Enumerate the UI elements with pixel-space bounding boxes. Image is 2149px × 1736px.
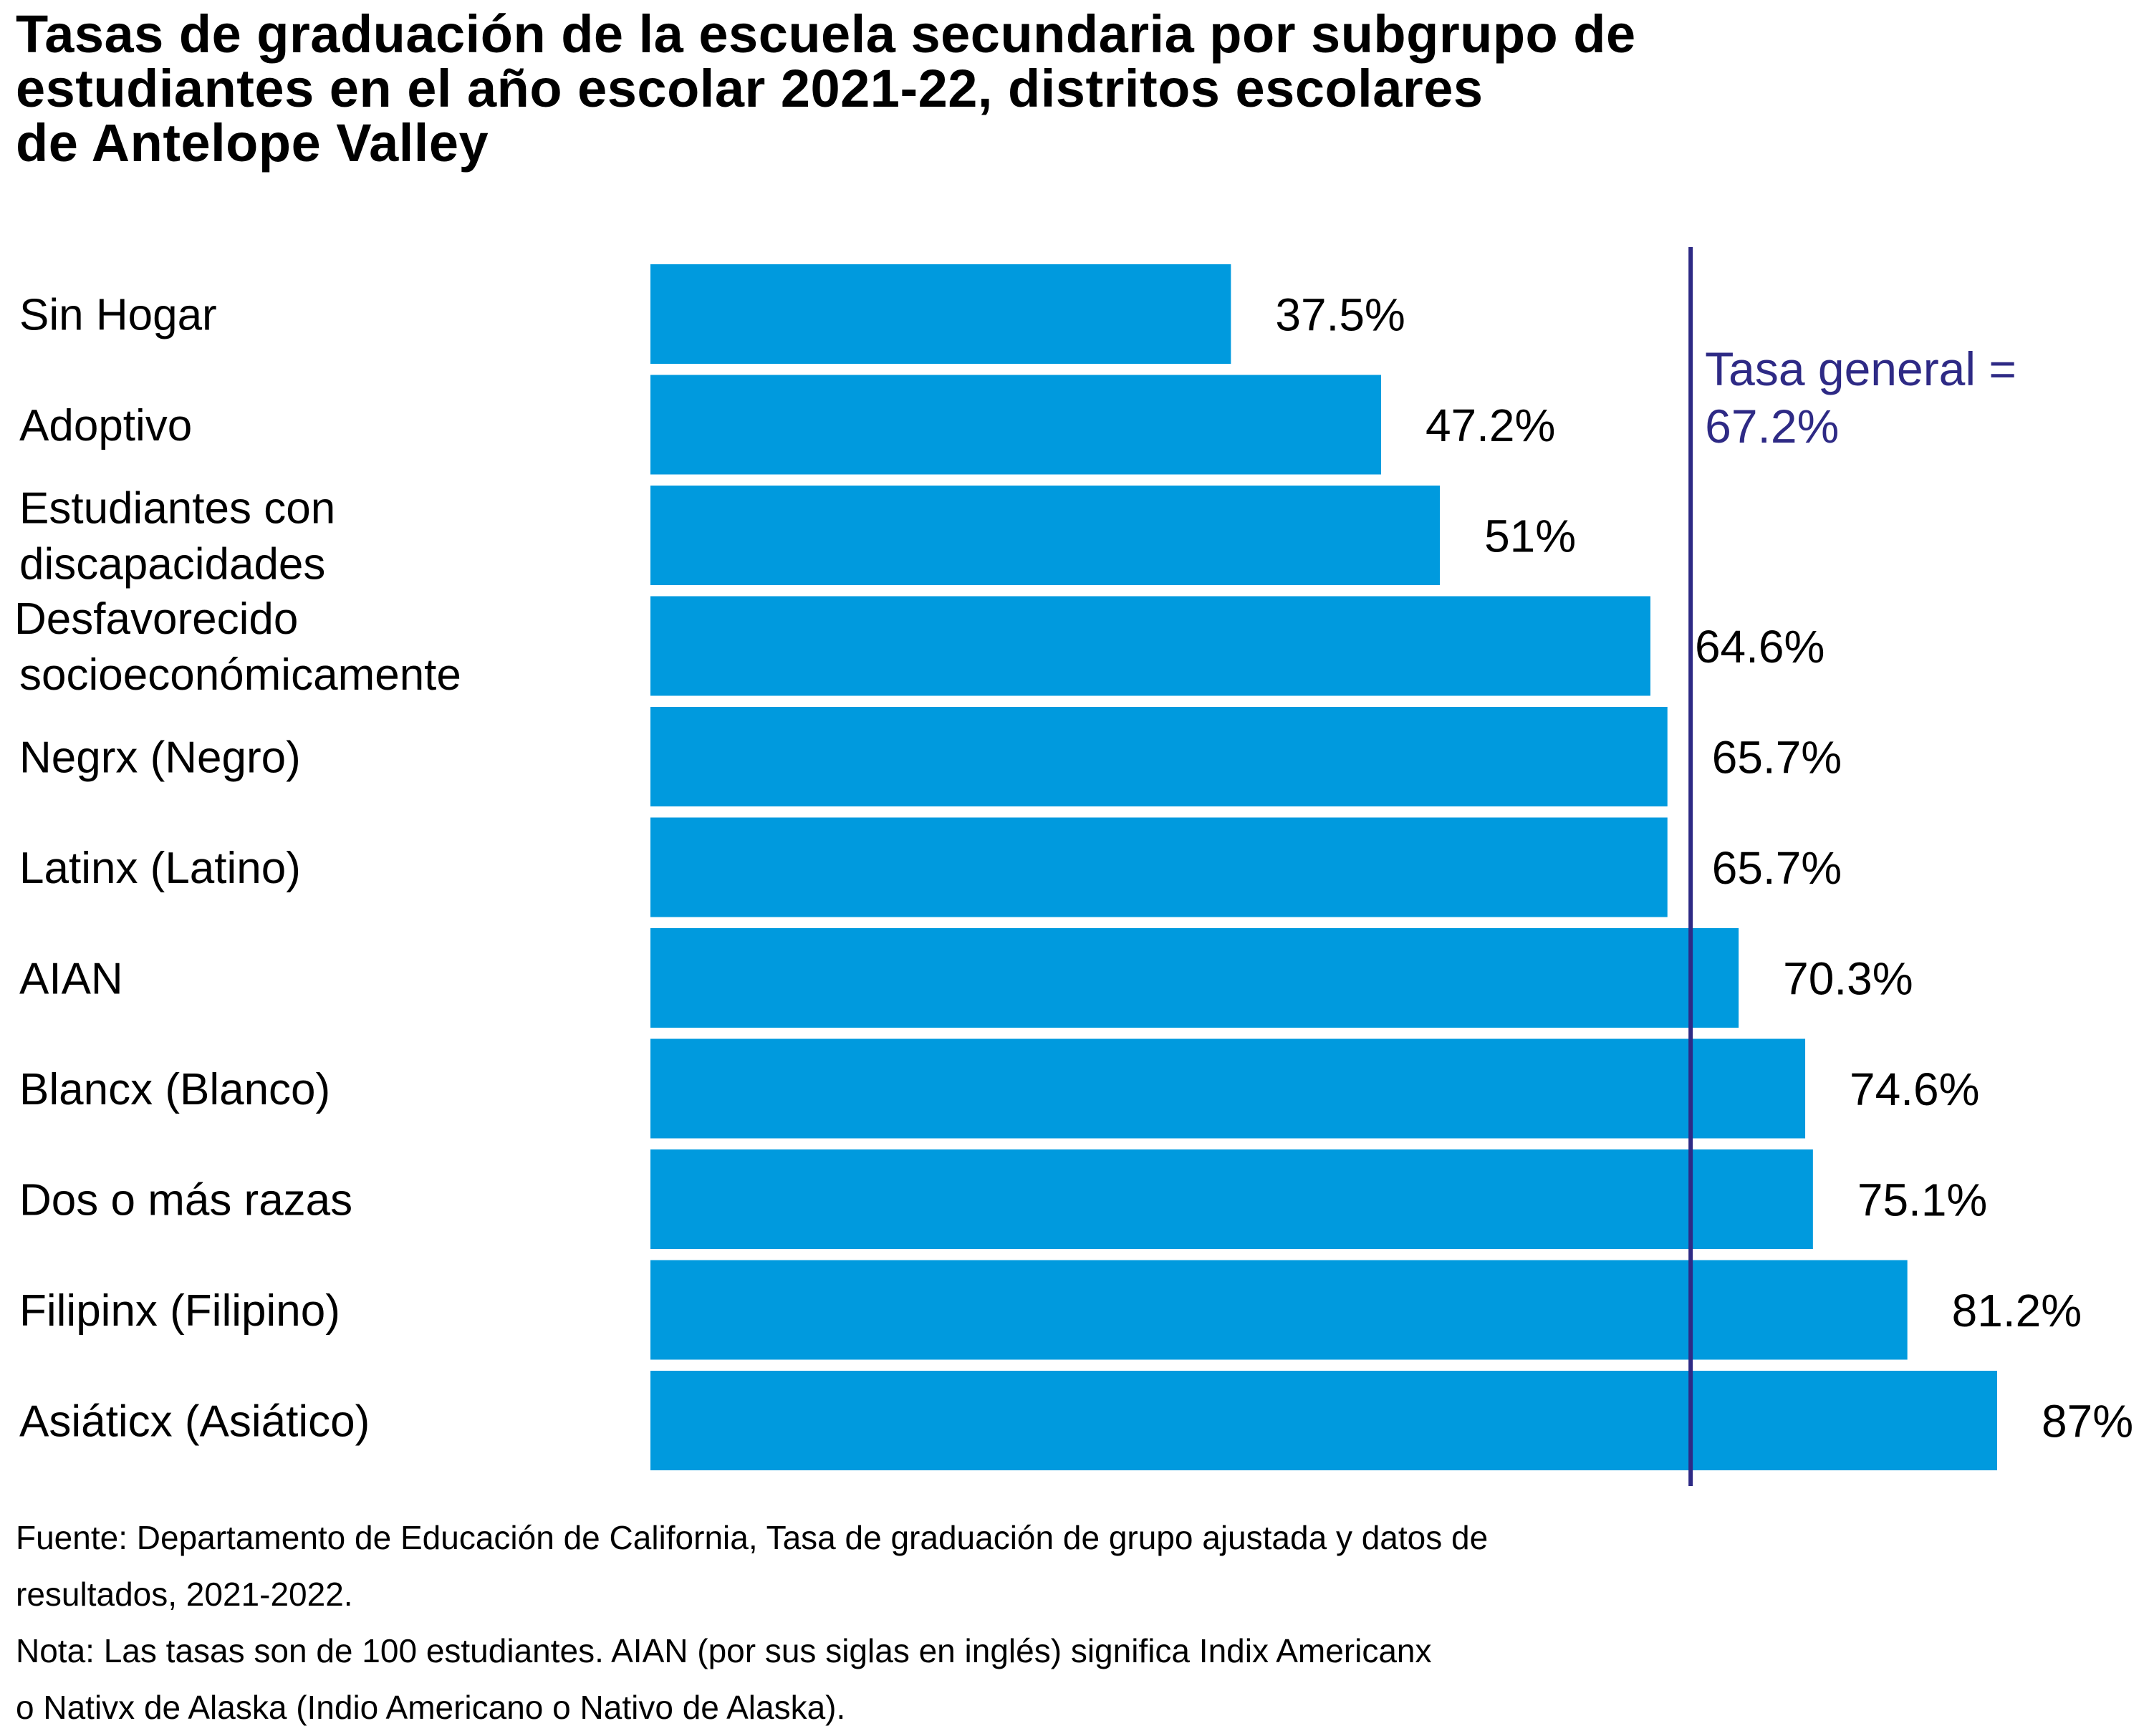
bar	[650, 1149, 1813, 1249]
category-label-line: Desfavorecido	[14, 594, 298, 644]
source-notes: Fuente: Departamento de Educación de Cal…	[16, 1510, 2093, 1736]
category-label: Asiáticx (Asiático)	[19, 1397, 370, 1447]
category-label-line: Latinx (Latino)	[19, 844, 301, 893]
category-label-line: Asiáticx (Asiático)	[19, 1397, 370, 1447]
source-note-line: o Nativx de Alaska (Indio Americano o Na…	[16, 1689, 846, 1726]
value-label: 70.3%	[1783, 953, 1913, 1005]
bar	[650, 375, 1381, 475]
value-label: 74.6%	[1850, 1064, 1979, 1115]
value-label: 37.5%	[1275, 289, 1405, 341]
bar	[650, 928, 1739, 1028]
chart-title-line: Tasas de graduación de la escuela secund…	[16, 4, 1636, 64]
value-label: 81.2%	[1952, 1285, 2082, 1336]
category-label: Latinx (Latino)	[19, 844, 301, 893]
category-label-line: Blancx (Blanco)	[19, 1065, 330, 1114]
category-label: Filipinx (Filipino)	[19, 1286, 340, 1336]
reference-line-label: Tasa general = 67.2%	[1705, 342, 2016, 453]
value-label: 64.6%	[1695, 621, 1825, 672]
chart-title-line: estudiantes en el año escolar 2021-22, d…	[16, 59, 1484, 118]
category-label: Desfavorecido socioeconómicamente	[14, 594, 461, 700]
value-label: 65.7%	[1712, 732, 1842, 783]
category-label: Dos o más razas	[19, 1176, 352, 1225]
category-label-line: Negrx (Negro)	[19, 733, 301, 783]
value-label: 51%	[1484, 511, 1576, 562]
category-label-line: Dos o más razas	[19, 1176, 352, 1225]
bars-layer	[650, 264, 1997, 1470]
category-label-line: Sin Hogar	[19, 291, 217, 340]
source-note-line: Fuente: Departamento de Educación de Cal…	[16, 1519, 1489, 1556]
bar	[650, 1038, 1806, 1139]
category-label: Negrx (Negro)	[19, 733, 301, 783]
category-label: Estudiantes con discapacidades	[19, 484, 335, 589]
chart-title-line: de Antelope Valley	[16, 113, 489, 173]
category-label-line: Filipinx (Filipino)	[19, 1286, 340, 1336]
category-label-line: discapacidades	[19, 540, 325, 589]
bar	[650, 817, 1668, 917]
bar	[650, 264, 1231, 364]
value-label: 47.2%	[1426, 400, 1555, 451]
value-label: 87%	[2042, 1396, 2133, 1447]
source-note-line: Nota: Las tasas son de 100 estudiantes. …	[16, 1632, 1432, 1669]
chart-title: Tasas de graduación de la escuela secund…	[16, 7, 2093, 170]
labels-layer: Sin Hogar 37.5% Adoptivo 47.2% Estudiantes c…	[14, 289, 2133, 1447]
bar	[650, 1371, 1997, 1470]
category-label-line: Adoptivo	[19, 401, 192, 450]
bar	[650, 707, 1668, 806]
value-label: 65.7%	[1712, 842, 1842, 894]
category-label: Adoptivo	[19, 401, 192, 450]
category-label-line: AIAN	[19, 955, 123, 1004]
reference-line-label-line: Tasa general =	[1705, 342, 2016, 395]
category-label: AIAN	[19, 955, 123, 1004]
category-label: Sin Hogar	[19, 291, 217, 340]
category-label: Blancx (Blanco)	[19, 1065, 330, 1114]
value-label: 75.1%	[1857, 1175, 1987, 1226]
reference-line-label-line: 67.2%	[1705, 400, 1839, 453]
category-label-line: socioeconómicamente	[19, 650, 461, 700]
reference-line-layer: Tasa general = 67.2%	[1688, 247, 2016, 1486]
bar	[650, 486, 1441, 585]
bar	[650, 1260, 1908, 1360]
category-label-line: Estudiantes con	[19, 484, 335, 534]
source-note-line: resultados, 2021-2022.	[16, 1576, 353, 1613]
bar	[650, 596, 1650, 696]
